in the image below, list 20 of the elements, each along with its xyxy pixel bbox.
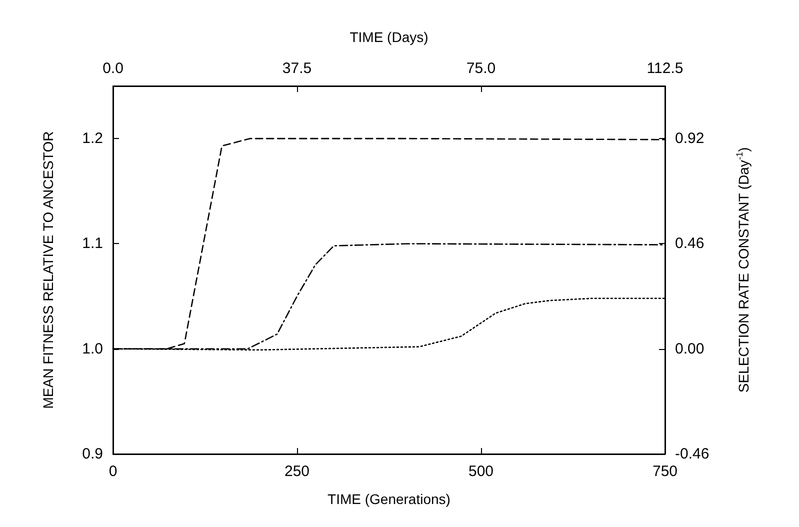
- x2-tick-label: 0.0: [102, 60, 124, 77]
- x-tick-label: 250: [284, 463, 310, 480]
- x-axis-title: TIME (Generations): [328, 491, 450, 507]
- x-tick-label: 500: [468, 463, 494, 480]
- y2-tick-label: 0.92: [675, 130, 704, 148]
- x2-tick-label: 37.5: [282, 60, 312, 77]
- x-tick-label: 750: [652, 463, 678, 480]
- y-axis-title: MEAN FITNESS RELATIVE TO ANCESTOR: [40, 131, 56, 409]
- y-tick-label: 0.9: [82, 446, 103, 462]
- y-tick-label: 1.2: [82, 130, 103, 148]
- y-tick-label: 1.1: [82, 235, 103, 252]
- y2-tick-label: -0.46: [675, 446, 710, 462]
- x2-tick-label: 112.5: [646, 60, 684, 77]
- x-tick-label: 0: [108, 463, 118, 480]
- x2-tick-label: 75.0: [466, 60, 496, 77]
- y-tick-label: 1.0: [82, 340, 103, 358]
- y2-tick-label: 0.46: [675, 235, 704, 252]
- y2-axis-title: SELECTION RATE CONSTANT (Day-1): [734, 147, 752, 393]
- x2-axis-title: TIME (Days): [350, 29, 428, 45]
- y2-tick-label: 0.00: [675, 340, 704, 358]
